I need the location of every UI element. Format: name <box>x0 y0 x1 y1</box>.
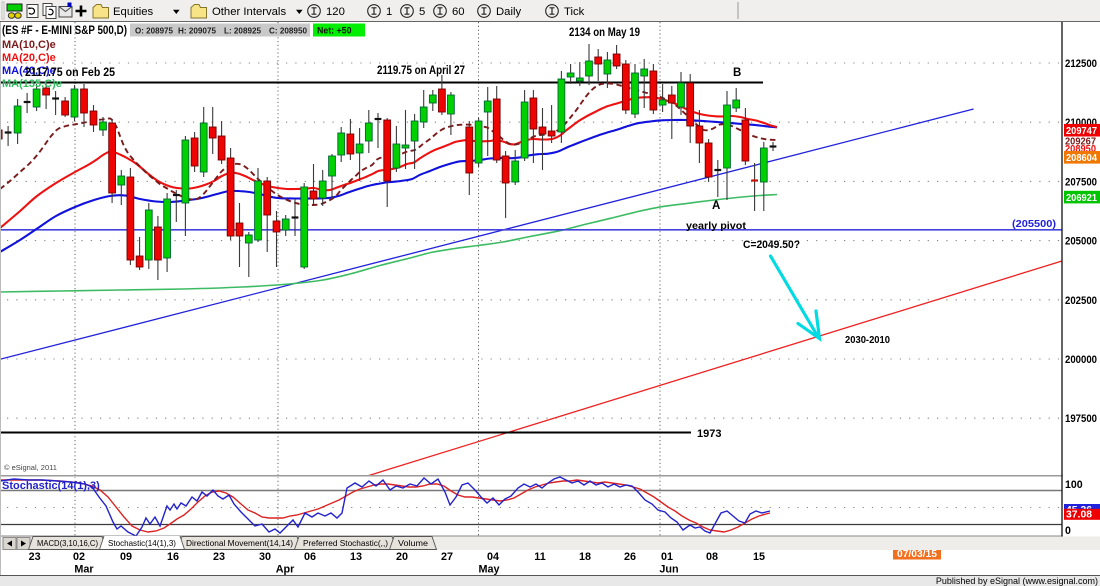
svg-text:MA(40,C)e: MA(40,C)e <box>2 65 56 77</box>
svg-text:Preferred Stochastic(,,): Preferred Stochastic(,,) <box>303 538 388 548</box>
svg-text:16: 16 <box>167 551 179 563</box>
svg-text:C=2049.50?: C=2049.50? <box>743 239 800 251</box>
svg-text:B: B <box>733 67 741 79</box>
svg-text:0: 0 <box>1065 525 1071 537</box>
svg-text:2119.75 on April 27: 2119.75 on April 27 <box>377 65 465 77</box>
svg-text:C: 208950: C: 208950 <box>269 26 307 36</box>
svg-text:60: 60 <box>452 6 465 18</box>
svg-text:20: 20 <box>396 551 408 563</box>
svg-text:27: 27 <box>441 551 453 563</box>
svg-text:1: 1 <box>386 6 392 18</box>
svg-text:208950: 208950 <box>1065 144 1096 155</box>
svg-text:07/03/15: 07/03/15 <box>897 549 938 560</box>
svg-text:(ES #F - E-MINI S&P 500,D): (ES #F - E-MINI S&P 500,D) <box>2 25 127 37</box>
svg-text:23: 23 <box>29 551 41 563</box>
svg-text:Apr: Apr <box>276 564 295 576</box>
svg-text:13: 13 <box>350 551 362 563</box>
svg-text:01: 01 <box>661 551 673 563</box>
svg-text:yearly pivot: yearly pivot <box>686 220 747 232</box>
svg-text:Equities: Equities <box>113 6 154 18</box>
svg-text:Mar: Mar <box>74 564 94 576</box>
svg-text:209747: 209747 <box>1066 126 1097 137</box>
svg-text:06: 06 <box>304 551 316 563</box>
svg-text:5: 5 <box>419 6 425 18</box>
svg-text:Net: +50: Net: +50 <box>317 26 352 36</box>
svg-text:Volume: Volume <box>398 538 428 548</box>
svg-text:1973: 1973 <box>697 428 721 440</box>
svg-text:200000: 200000 <box>1065 354 1097 366</box>
svg-text:197500: 197500 <box>1065 413 1097 425</box>
svg-text:26: 26 <box>624 551 636 563</box>
svg-text:MA(10,C)e: MA(10,C)e <box>2 39 56 51</box>
svg-text:Daily: Daily <box>496 6 521 18</box>
svg-text:37.08: 37.08 <box>1066 510 1092 521</box>
svg-text:208604: 208604 <box>1066 153 1097 164</box>
svg-text:Stochastic(14(1),3): Stochastic(14(1),3) <box>108 538 176 548</box>
svg-text:H: 209075: H: 209075 <box>178 26 216 36</box>
svg-text:206921: 206921 <box>1066 193 1097 204</box>
svg-text:Stochastic(14(1),3): Stochastic(14(1),3) <box>2 480 100 492</box>
svg-text:11: 11 <box>534 551 545 563</box>
svg-text:212500: 212500 <box>1065 58 1097 70</box>
svg-text:A: A <box>712 200 720 212</box>
svg-text:Directional Movement(14,14): Directional Movement(14,14) <box>186 538 293 548</box>
svg-text:2030-2010: 2030-2010 <box>845 334 890 346</box>
svg-text:18: 18 <box>579 551 591 563</box>
svg-text:MA(20,C)e: MA(20,C)e <box>2 52 56 64</box>
svg-text:209267: 209267 <box>1065 137 1096 148</box>
svg-text:(205500): (205500) <box>1012 218 1056 230</box>
svg-text:L: 208925: L: 208925 <box>224 26 261 36</box>
svg-text:Jun: Jun <box>659 564 678 576</box>
svg-text:08: 08 <box>706 551 718 563</box>
svg-text:© eSignal, 2011: © eSignal, 2011 <box>4 463 57 472</box>
svg-text:30: 30 <box>259 551 271 563</box>
svg-text:23: 23 <box>213 551 225 563</box>
svg-text:O: 208975: O: 208975 <box>135 26 173 36</box>
svg-text:09: 09 <box>120 551 132 563</box>
svg-text:100: 100 <box>1065 479 1083 491</box>
svg-text:205000: 205000 <box>1065 236 1097 248</box>
svg-text:02: 02 <box>73 551 85 563</box>
svg-text:202500: 202500 <box>1065 295 1097 307</box>
svg-text:Tick: Tick <box>564 6 585 18</box>
svg-text:2117.75 on Feb 25: 2117.75 on Feb 25 <box>25 67 116 79</box>
svg-text:Other Intervals: Other Intervals <box>212 6 286 18</box>
svg-text:2134 on May 19: 2134 on May 19 <box>569 27 640 39</box>
svg-text:MA(135,C)e: MA(135,C)e <box>2 78 62 90</box>
svg-text:May: May <box>478 564 499 576</box>
svg-text:15: 15 <box>753 551 765 563</box>
svg-text:207500: 207500 <box>1065 176 1097 188</box>
svg-text:MACD(3,10,16,C): MACD(3,10,16,C) <box>37 538 98 548</box>
svg-text:120: 120 <box>326 6 345 18</box>
svg-text:04: 04 <box>487 551 499 563</box>
